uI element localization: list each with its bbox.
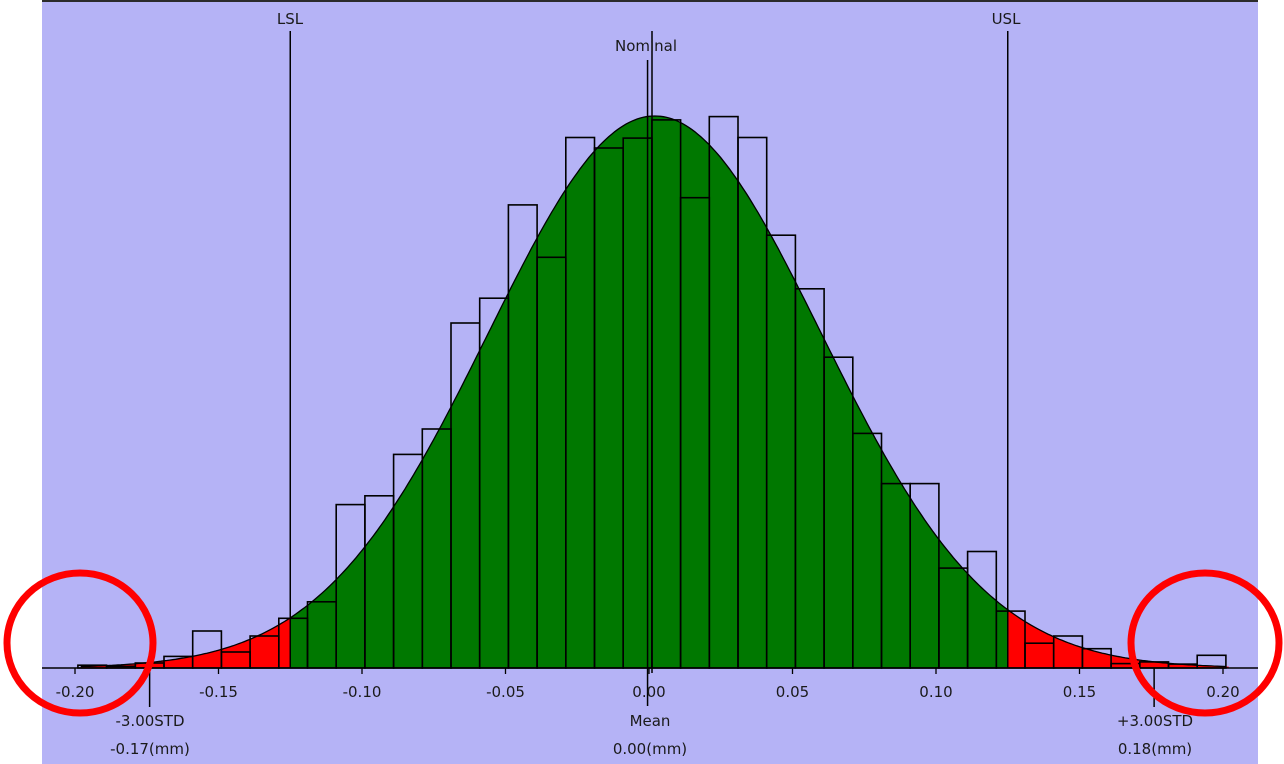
x-tick-label: 0.15 — [1063, 683, 1096, 701]
nominal-label: Nominal — [615, 37, 677, 55]
curve-fill-below-lsl — [80, 617, 291, 668]
annotation-circle-left — [3, 569, 157, 717]
x-tick-label: 0.10 — [919, 683, 952, 701]
x-tick-label: -0.20 — [56, 683, 95, 701]
mean-value: 0.00(mm) — [613, 740, 687, 758]
mean-label: Mean — [630, 712, 671, 730]
x-tick-label: 0.05 — [776, 683, 809, 701]
normal-curve — [80, 115, 1226, 668]
x-tick-label: -0.05 — [486, 683, 525, 701]
plus-3std-value: 0.18(mm) — [1118, 740, 1192, 758]
plus-3std-label: +3.00STD — [1117, 712, 1193, 730]
annotation-circle-right — [1127, 569, 1283, 717]
x-tick-label: -0.15 — [199, 683, 238, 701]
x-tick-label: -0.10 — [343, 683, 382, 701]
minus-3std-label: -3.00STD — [115, 712, 184, 730]
curve-fill-in-spec — [290, 116, 1008, 668]
x-tick-label: 0.20 — [1206, 683, 1239, 701]
curve-fill-above-usl — [1007, 609, 1229, 668]
x-tick-label: 0.00 — [632, 683, 665, 701]
lsl-label: LSL — [277, 10, 304, 28]
usl-label: USL — [992, 10, 1022, 28]
minus-3std-value: -0.17(mm) — [110, 740, 190, 758]
